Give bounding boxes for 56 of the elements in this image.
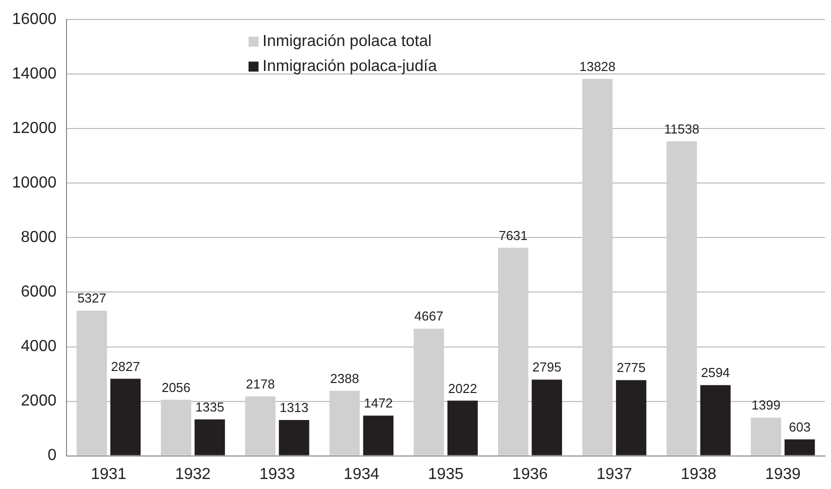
bar [414, 328, 444, 456]
data-label: 2022 [448, 380, 478, 396]
data-label: 2594 [700, 365, 730, 380]
bar [245, 396, 276, 456]
data-label: 7631 [498, 228, 528, 243]
data-label: 2388 [330, 370, 360, 386]
data-label: 603 [788, 419, 811, 434]
y-tick-label: 8000 [20, 229, 57, 246]
data-label: 2056 [162, 380, 191, 395]
bar [532, 380, 562, 456]
bar [329, 390, 360, 456]
bar [76, 310, 107, 456]
bar [498, 248, 528, 456]
data-label: 5327 [77, 290, 106, 306]
data-label: 2827 [111, 358, 140, 374]
data-label: 2795 [532, 360, 562, 375]
bar [278, 420, 310, 456]
data-label: 1313 [280, 400, 309, 416]
data-label: 11538 [664, 121, 700, 136]
bar [700, 385, 731, 456]
bar [447, 400, 478, 456]
data-label: 4667 [414, 308, 444, 324]
x-tick-label: 1933 [259, 466, 296, 483]
x-tick-label: 1931 [90, 466, 127, 483]
data-label: 1335 [195, 399, 224, 414]
x-tick-label: 1937 [596, 466, 632, 483]
data-label: 2178 [246, 376, 275, 392]
bar [363, 416, 394, 456]
bar [160, 400, 192, 456]
data-label: 1472 [364, 396, 393, 411]
bar [784, 439, 815, 456]
legend-label: Inmigración polaca-judía [262, 58, 437, 76]
bar [616, 380, 646, 456]
y-tick-label: 6000 [20, 284, 57, 301]
y-tick-label: 2000 [20, 392, 57, 410]
bar [582, 78, 613, 456]
y-tick-label: 14000 [12, 66, 57, 83]
data-label: 1399 [752, 398, 780, 413]
x-tick-label: 1936 [512, 466, 548, 483]
x-tick-label: 1938 [680, 466, 716, 483]
y-tick-label: 0 [48, 447, 57, 464]
data-label: 2775 [616, 360, 646, 376]
y-tick-label: 10000 [12, 174, 57, 192]
y-tick-label: 16000 [12, 11, 57, 28]
x-tick-label: 1939 [765, 466, 801, 483]
bar [750, 418, 782, 456]
y-tick-label: 4000 [20, 338, 57, 356]
x-tick-label: 1935 [428, 466, 464, 483]
y-tick-label: 12000 [12, 120, 57, 138]
bar [666, 141, 697, 456]
bar [110, 378, 141, 456]
x-tick-label: 1932 [175, 466, 211, 483]
legend-label: Inmigración polaca total [262, 33, 432, 50]
x-tick-label: 1934 [344, 466, 380, 483]
data-label: 13828 [579, 58, 616, 74]
bar [194, 419, 225, 456]
